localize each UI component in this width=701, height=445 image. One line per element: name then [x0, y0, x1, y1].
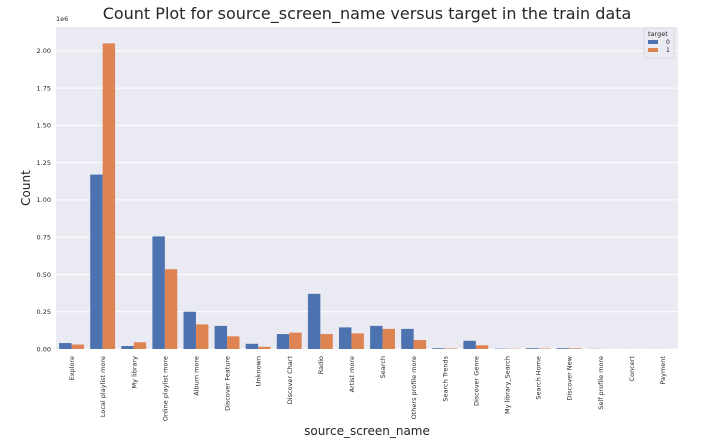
x-tick-label: Self profile more: [597, 356, 605, 410]
x-tick-label: Search Trends: [441, 355, 449, 401]
x-tick-label: Online playlist more: [161, 356, 169, 421]
x-tick-label: Search: [379, 356, 387, 378]
bar-target-0: [90, 174, 103, 349]
legend-label-0: 0: [666, 39, 670, 46]
bar-target-1: [413, 340, 427, 349]
bar-target-1: [227, 336, 240, 349]
bar-target-1: [289, 332, 302, 349]
y-tick-label: 0.50: [37, 271, 51, 279]
bar-target-0: [370, 325, 383, 349]
x-tick-label: Concert: [628, 356, 636, 382]
bar-target-0: [59, 343, 72, 349]
legend: target 01: [643, 27, 675, 59]
bar-target-1: [320, 334, 333, 349]
bar-target-0: [183, 311, 196, 349]
bar-target-0: [121, 346, 134, 349]
chart-title: Count Plot for source_screen_name versus…: [103, 4, 632, 24]
bar-target-0: [525, 348, 539, 349]
bar-target-1: [569, 348, 582, 349]
y-axis-ticks: 0.00 0.25 0.50 0.75 1.00 1.25 1.50 1.75 2.00: [37, 47, 51, 353]
y-axis-label: Count: [19, 170, 33, 206]
x-tick-label: Explore: [68, 356, 76, 380]
x-tick-label: Artist more: [348, 356, 356, 392]
bar-target-0: [401, 328, 414, 349]
x-tick-label: Discover Feature: [224, 356, 232, 411]
x-tick-label: Others profile more: [410, 356, 418, 419]
x-axis-label: source_screen_name: [304, 424, 430, 438]
bar-target-0: [432, 348, 445, 349]
y-tick-label: 1.75: [37, 84, 51, 92]
y-tick-label: 1.00: [37, 196, 51, 204]
legend-items: 01: [648, 39, 670, 54]
y-tick-label: 0.25: [37, 308, 51, 316]
bar-target-1: [382, 328, 395, 349]
y-tick-label: 2.00: [37, 47, 51, 55]
x-tick-label: Unknown: [255, 356, 263, 386]
bar-target-0: [214, 325, 228, 349]
y-tick-label: 0.00: [37, 345, 51, 353]
bar-target-1: [71, 344, 84, 349]
x-tick-label: Discover Genre: [472, 356, 480, 406]
legend-swatch-0: [648, 40, 658, 44]
bar-target-0: [463, 340, 476, 349]
x-tick-label: Local playlist more: [99, 356, 107, 417]
x-tick-label: Radio: [317, 356, 325, 374]
y-tick-label: 1.25: [37, 159, 51, 167]
bar-target-1: [258, 346, 271, 349]
y-axis-offset-text: 1e6: [56, 15, 68, 23]
bar-target-0: [339, 327, 352, 349]
bar-target-0: [276, 334, 290, 349]
bar-target-0: [152, 236, 165, 349]
x-tick-label: Album more: [192, 356, 200, 396]
x-tick-label: My library_Search: [503, 356, 511, 414]
bar-target-0: [556, 348, 570, 349]
x-tick-label: Payment: [659, 356, 667, 385]
bar-target-1: [195, 324, 209, 349]
y-tick-label: 0.75: [37, 233, 51, 241]
bar-target-1: [133, 342, 147, 349]
bar-target-0: [245, 343, 259, 349]
x-tick-label: Discover Chart: [286, 356, 294, 405]
bar-target-1: [351, 333, 364, 349]
legend-swatch-1: [648, 48, 658, 52]
x-tick-label: Discover New: [566, 355, 574, 400]
bar-target-1: [164, 269, 178, 349]
bar-target-1: [475, 345, 489, 349]
bars: [59, 43, 675, 350]
plot-area: [56, 27, 678, 349]
x-axis-ticks: Explore Local playlist more My library Onli…: [68, 355, 667, 421]
x-tick-label: Search Home: [535, 356, 543, 400]
legend-label-1: 1: [666, 47, 670, 54]
x-tick-label: My library: [130, 356, 138, 389]
bar-target-1: [102, 43, 116, 350]
legend-title: target: [648, 30, 668, 38]
y-tick-label: 1.50: [37, 122, 51, 130]
bar-target-0: [307, 293, 321, 349]
